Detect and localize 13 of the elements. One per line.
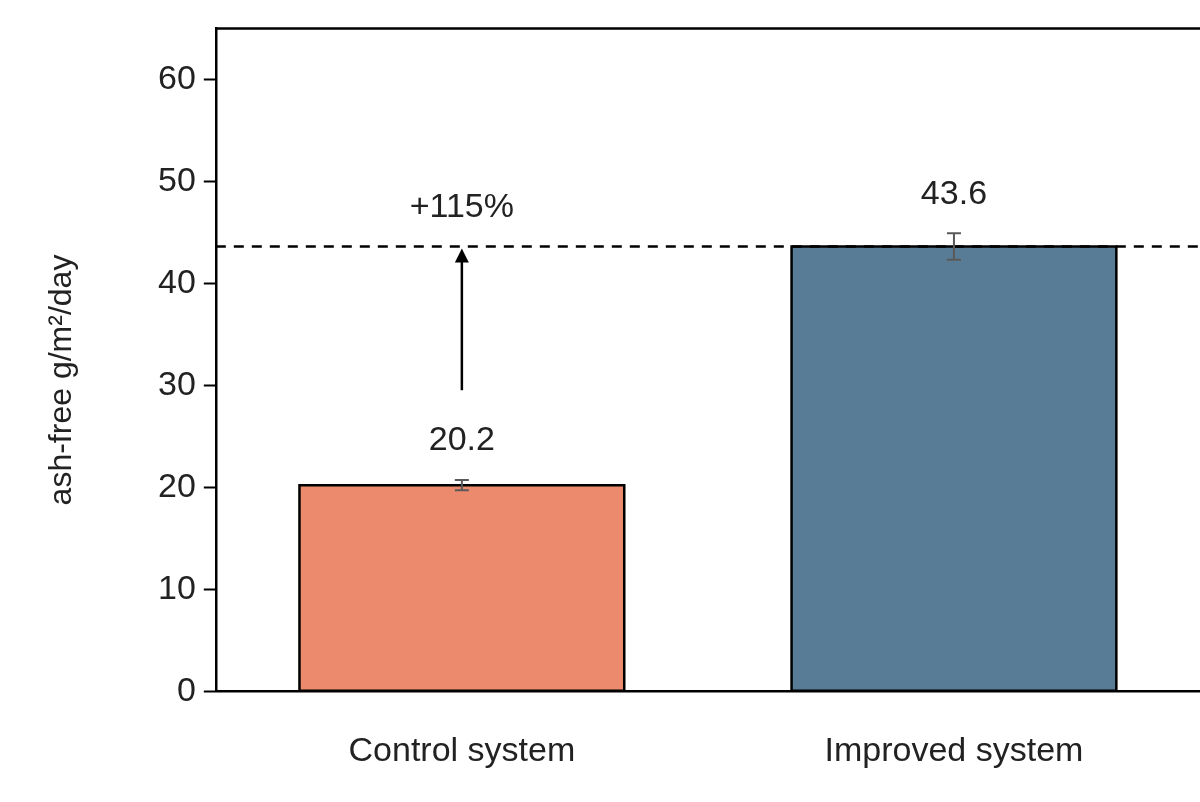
- y-tick-label: 40: [157, 261, 196, 300]
- data-label: 43.6: [920, 172, 988, 211]
- y-tick-label: 50: [157, 159, 196, 198]
- x-tick-label: Control system: [348, 729, 576, 768]
- y-tick-label: 30: [157, 363, 196, 402]
- x-tick-label: Improved system: [824, 729, 1084, 768]
- annotation: +115%: [409, 185, 515, 224]
- y-axis-title: ash-free g/m²/day: [41, 254, 79, 506]
- y-tick-label: 0: [176, 669, 196, 708]
- y-tick-label: 20: [157, 465, 196, 504]
- data-label: 20.2: [428, 419, 495, 458]
- y-tick-label: 60: [157, 57, 196, 96]
- y-tick-label: 10: [157, 567, 196, 606]
